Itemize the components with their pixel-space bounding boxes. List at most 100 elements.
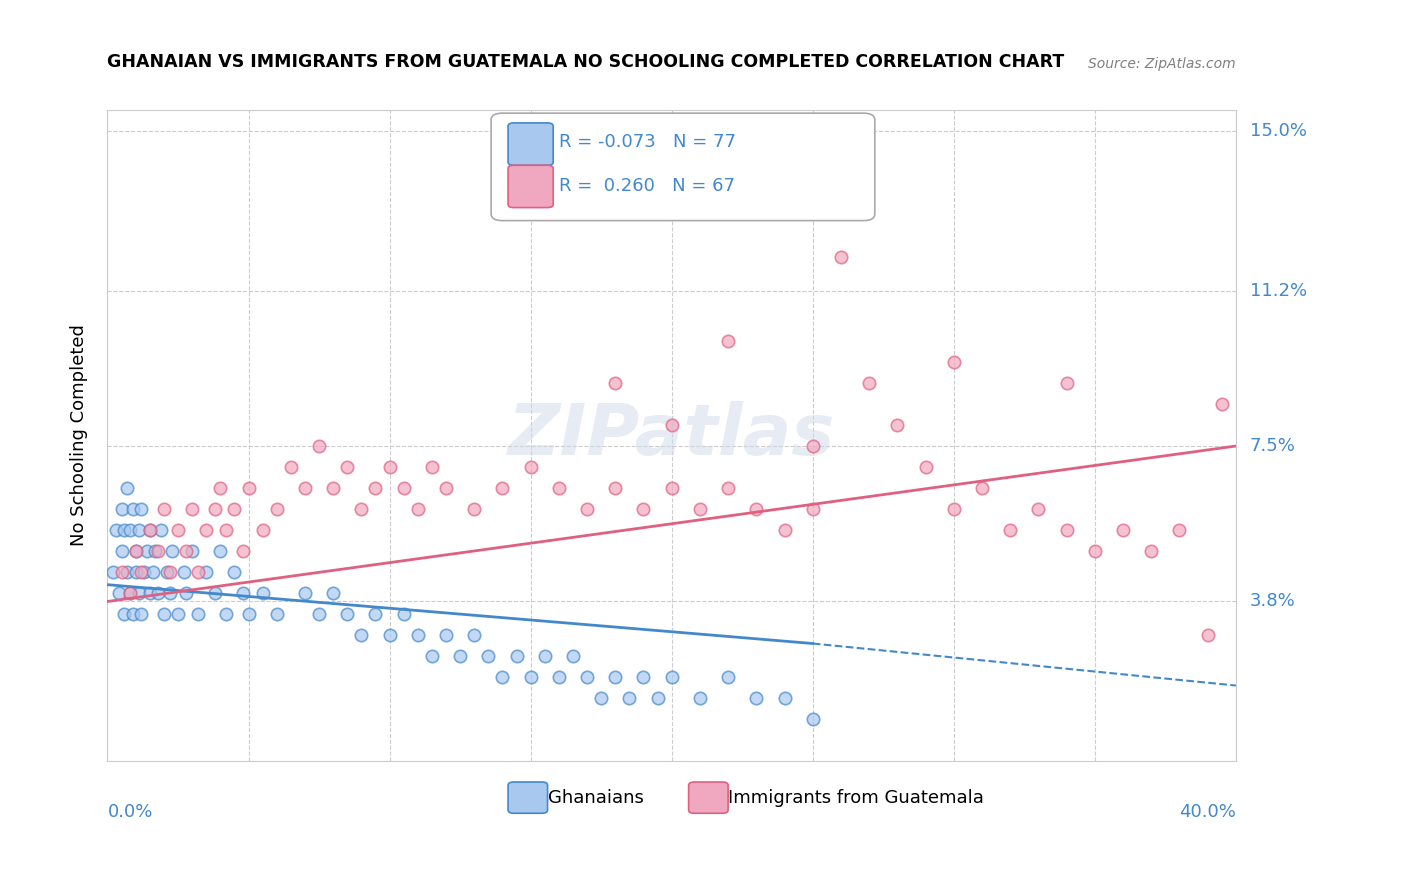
Point <box>533 649 555 664</box>
Text: 7.5%: 7.5% <box>1250 437 1296 455</box>
Point <box>125 544 148 558</box>
Point <box>633 502 655 516</box>
Point <box>187 565 209 579</box>
Point <box>195 523 218 537</box>
Point <box>162 544 184 558</box>
Point <box>148 586 170 600</box>
Point <box>547 670 569 684</box>
Text: 11.2%: 11.2% <box>1250 282 1308 300</box>
Point <box>1000 523 1022 537</box>
Point <box>112 523 135 537</box>
Point <box>942 502 965 516</box>
Point <box>801 502 824 516</box>
Point <box>350 502 373 516</box>
Point <box>773 691 796 706</box>
Point <box>914 460 936 475</box>
Point <box>745 691 768 706</box>
Point <box>128 523 150 537</box>
Text: R =  0.260   N = 67: R = 0.260 N = 67 <box>558 178 735 195</box>
Point <box>142 565 165 579</box>
Point <box>689 502 711 516</box>
Point <box>605 376 627 390</box>
Text: 3.8%: 3.8% <box>1250 592 1296 610</box>
Point <box>167 523 190 537</box>
Point <box>224 502 246 516</box>
Point <box>1211 397 1233 411</box>
Point <box>1028 502 1050 516</box>
Point <box>420 460 443 475</box>
Point <box>181 544 204 558</box>
Point <box>1056 523 1078 537</box>
Point <box>378 460 401 475</box>
Point <box>661 670 683 684</box>
Point <box>131 565 153 579</box>
Point <box>118 586 141 600</box>
Point <box>633 670 655 684</box>
Point <box>308 439 330 453</box>
Point <box>773 523 796 537</box>
Point <box>308 607 330 621</box>
Point <box>232 544 254 558</box>
Point <box>350 628 373 642</box>
Point <box>519 460 541 475</box>
Point <box>139 523 162 537</box>
Point <box>150 523 173 537</box>
Point <box>491 481 513 495</box>
Point <box>110 544 132 558</box>
Point <box>364 607 387 621</box>
Point <box>131 607 153 621</box>
Point <box>145 544 167 558</box>
Text: ZIPatlas: ZIPatlas <box>508 401 835 470</box>
Point <box>406 628 429 642</box>
Point <box>717 334 740 348</box>
Point <box>252 586 274 600</box>
Point <box>252 523 274 537</box>
Text: Ghanaians: Ghanaians <box>547 789 644 806</box>
Point <box>619 691 641 706</box>
Point <box>491 670 513 684</box>
Point <box>224 565 246 579</box>
Point <box>139 586 162 600</box>
Point <box>125 544 148 558</box>
Point <box>215 607 238 621</box>
Point <box>576 670 599 684</box>
Point <box>110 565 132 579</box>
Point <box>238 607 260 621</box>
Point <box>378 628 401 642</box>
Point <box>605 670 627 684</box>
Point <box>110 502 132 516</box>
Point <box>209 481 232 495</box>
Point <box>118 523 141 537</box>
Point <box>122 607 145 621</box>
Point <box>420 649 443 664</box>
Point <box>449 649 471 664</box>
Text: Immigrants from Guatemala: Immigrants from Guatemala <box>728 789 984 806</box>
Point <box>605 481 627 495</box>
Point <box>104 523 127 537</box>
Point <box>131 502 153 516</box>
FancyBboxPatch shape <box>491 113 875 220</box>
Point <box>477 649 499 664</box>
FancyBboxPatch shape <box>508 123 553 165</box>
Point <box>125 565 148 579</box>
Point <box>801 712 824 726</box>
Point <box>280 460 302 475</box>
Point <box>1084 544 1107 558</box>
Point <box>434 481 457 495</box>
Point <box>1112 523 1135 537</box>
Point <box>336 607 359 621</box>
Point <box>128 586 150 600</box>
Point <box>153 502 176 516</box>
Point <box>1168 523 1191 537</box>
Point <box>505 649 527 664</box>
Point <box>1140 544 1163 558</box>
Point <box>134 565 156 579</box>
FancyBboxPatch shape <box>508 782 547 814</box>
Point <box>717 481 740 495</box>
Point <box>562 649 585 664</box>
FancyBboxPatch shape <box>508 165 553 208</box>
Point <box>167 607 190 621</box>
Point <box>1056 376 1078 390</box>
Point <box>204 502 226 516</box>
Point <box>661 481 683 495</box>
